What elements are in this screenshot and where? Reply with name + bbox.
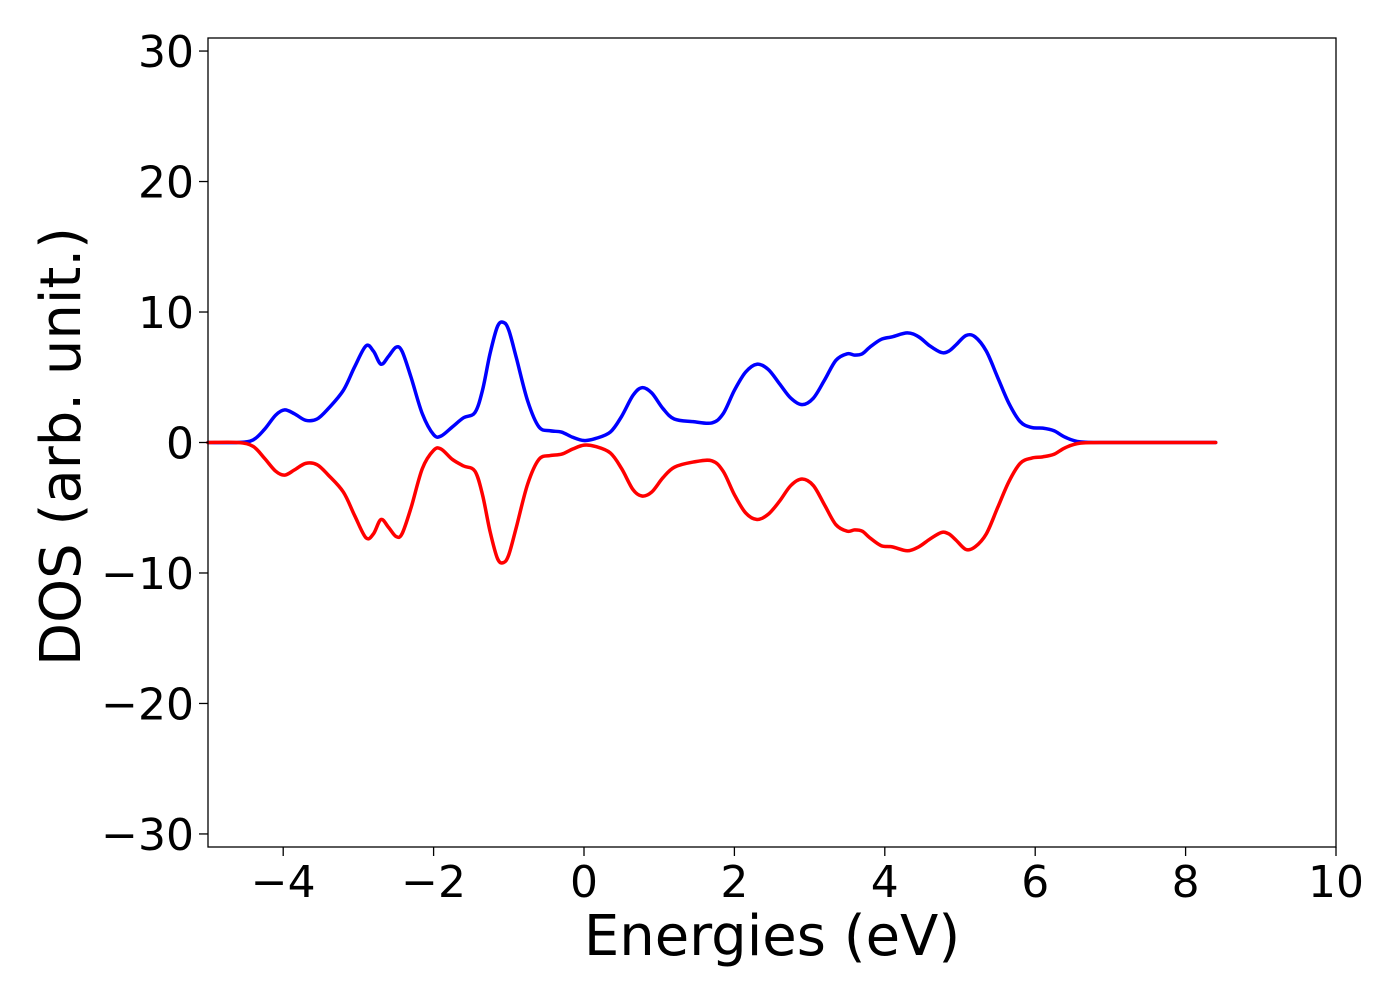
y-tick-label: −20 [101, 679, 194, 730]
series-line-spin-down [206, 440, 1218, 565]
y-axis-ticks: −30 −20 −10 0 10 20 30 [101, 27, 208, 861]
x-tick-label: 6 [1021, 857, 1049, 908]
y-tick-label: 0 [166, 419, 194, 470]
x-tick-label: 0 [570, 857, 598, 908]
y-tick-label: 20 [138, 158, 194, 209]
y-tick-label: 30 [138, 27, 194, 78]
x-tick-label: 10 [1308, 857, 1364, 908]
series-line-spin-up [206, 320, 1218, 445]
x-tick-label: 4 [871, 857, 899, 908]
x-axis-label: Energies (eV) [584, 904, 960, 969]
x-tick-label: 2 [720, 857, 748, 908]
y-tick-label: 10 [138, 288, 194, 339]
x-axis-ticks: −4 −2 0 2 4 6 8 10 [251, 847, 1364, 908]
series-layer [206, 320, 1218, 565]
x-tick-label: 8 [1172, 857, 1200, 908]
y-axis-label: DOS (arb. unit.) [29, 227, 94, 666]
x-tick-label: −4 [251, 857, 316, 908]
x-tick-label: −2 [401, 857, 466, 908]
y-tick-label: −30 [101, 810, 194, 861]
y-tick-label: −10 [101, 549, 194, 600]
